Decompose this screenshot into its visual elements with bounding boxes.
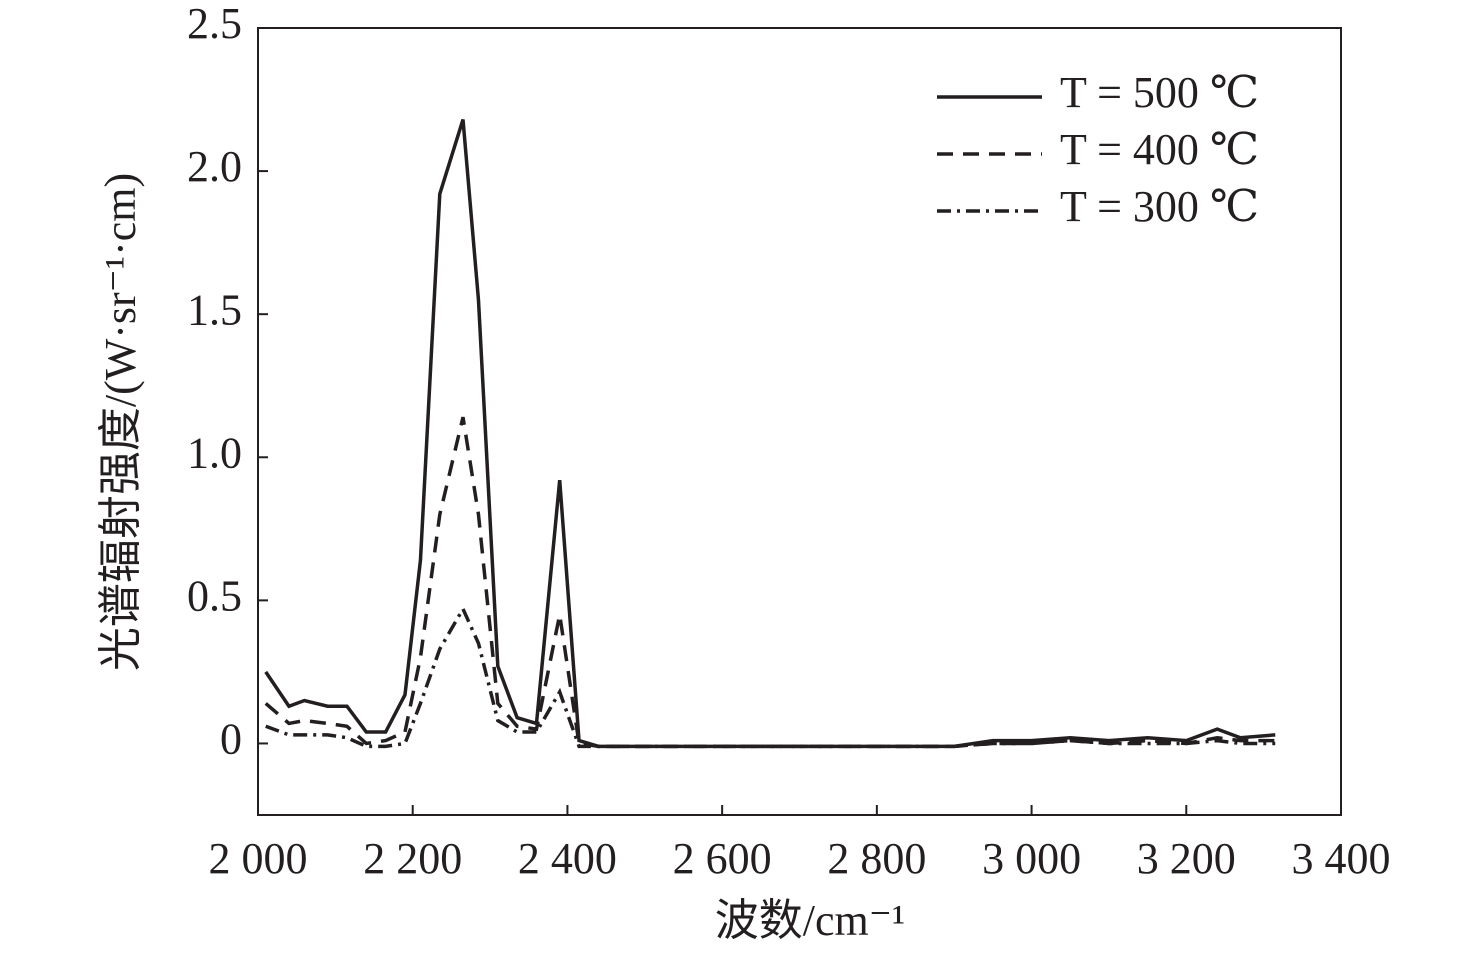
y-tick-label: 2.0: [187, 142, 242, 191]
y-tick-label: 0.5: [187, 571, 242, 620]
x-tick-label: 2 000: [209, 834, 308, 883]
plot-frame: [257, 27, 1342, 816]
x-tick-label: 3 400: [1292, 834, 1391, 883]
x-tick-label: 2 400: [518, 834, 617, 883]
x-axis-label: 波数/cm⁻¹: [715, 896, 905, 945]
x-tick-label: 2 200: [363, 834, 462, 883]
y-tick-label: 1.0: [187, 428, 242, 477]
y-tick-label: 2.5: [187, 0, 242, 48]
y-tick-label: 0: [220, 715, 242, 764]
data-line: [264, 416, 1276, 749]
x-tick-label: 2 800: [827, 834, 926, 883]
legend-label: T = 300 ℃: [1060, 182, 1259, 231]
y-tick-label: 1.5: [187, 285, 242, 334]
x-tick-label: 2 600: [673, 834, 772, 883]
data-line: [264, 119, 1276, 749]
y-axis-label: 光谱辐射强度/(W·sr⁻¹·cm): [96, 173, 145, 671]
legend-label: T = 500 ℃: [1060, 68, 1259, 117]
legend-label: T = 400 ℃: [1060, 125, 1259, 174]
data-line: [265, 605, 1276, 749]
x-tick-label: 3 000: [982, 834, 1081, 883]
x-tick-label: 3 200: [1137, 834, 1236, 883]
